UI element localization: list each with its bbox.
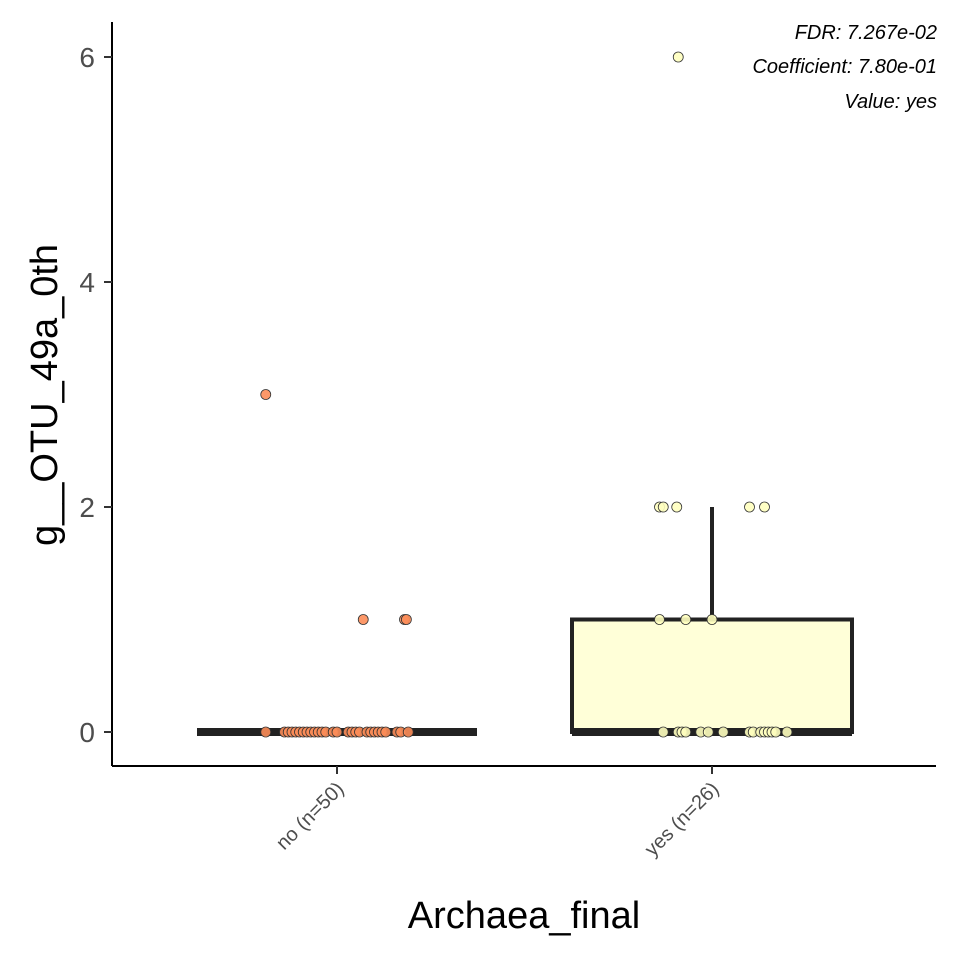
annotation-fdr: FDR: 7.267e-02 (795, 22, 937, 44)
data-point (260, 389, 272, 400)
data-point (759, 501, 770, 513)
data-point (744, 501, 755, 513)
data-point (680, 726, 692, 738)
y-tick-label: 2 (79, 492, 95, 523)
x-tick-label: yes (n=26) (641, 778, 724, 861)
x-tick-label: no (n=50) (272, 778, 348, 854)
data-point (706, 614, 718, 625)
data-point (380, 726, 392, 738)
x-axis-title: Archaea_final (408, 895, 640, 937)
x-axis: no (n=50) yes (n=26) (112, 765, 936, 861)
y-axis: 0 2 4 6 (79, 22, 113, 766)
y-tick-label: 6 (79, 42, 95, 73)
annotation-value: Value: yes (844, 91, 937, 113)
data-point (654, 614, 665, 625)
data-points (260, 51, 793, 738)
data-point (770, 726, 782, 738)
y-tick-label: 0 (79, 717, 95, 748)
data-point (357, 614, 369, 625)
data-point (680, 614, 692, 625)
data-point (331, 726, 343, 738)
y-axis-title: g__OTU_49a_0th (24, 244, 66, 546)
data-point (717, 726, 729, 738)
data-point (402, 726, 414, 738)
data-point (260, 726, 272, 738)
boxes (197, 507, 854, 736)
data-point (671, 501, 683, 513)
y-tick-label: 4 (79, 267, 95, 298)
data-point (672, 51, 684, 63)
annotation-coefficient: Coefficient: 7.80e-01 (752, 56, 937, 78)
data-point (781, 726, 793, 738)
box (570, 617, 854, 734)
data-point (657, 501, 669, 513)
data-point (657, 726, 669, 738)
data-point (702, 726, 714, 738)
data-point (400, 614, 412, 625)
